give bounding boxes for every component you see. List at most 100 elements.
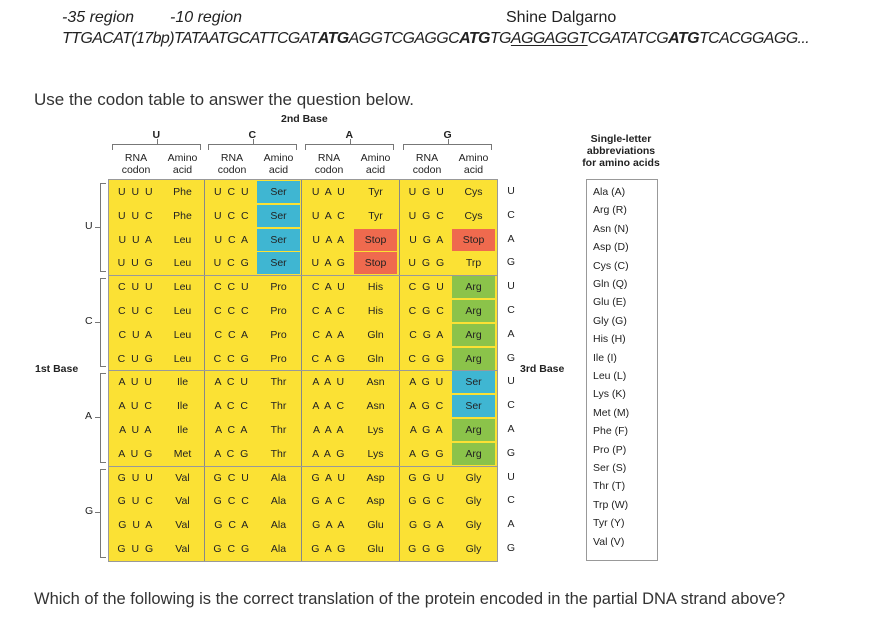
codon-cca: C C A — [214, 328, 250, 341]
codon-aua: A U A — [119, 424, 153, 436]
start-codon-atg: ATG — [317, 30, 349, 47]
bracket-tick — [156, 139, 158, 144]
second-base-g: G — [443, 129, 452, 141]
amino-acid-leu: Leu — [173, 328, 192, 341]
abbreviation-item: Trp (W) — [593, 498, 629, 511]
codon-aaa: A A A — [312, 424, 346, 436]
header-word: RNA — [124, 152, 148, 164]
codon-aag: A A G — [312, 447, 346, 460]
header-word: acid — [172, 164, 193, 176]
header-word: RNA — [415, 152, 439, 164]
abbreviation-item: Cys (C) — [593, 259, 629, 272]
third-base-a: A — [507, 327, 515, 340]
amino-acid-leu: Leu — [173, 305, 192, 317]
codon-uuu: U U U — [117, 186, 155, 198]
abbreviation-item: Tyr (Y) — [593, 517, 625, 530]
amino-acid-ile: Ile — [176, 400, 189, 413]
amino-acid-pro: Pro — [270, 305, 287, 317]
codon-gac: G A C — [311, 495, 347, 508]
header-word: codon — [314, 164, 344, 176]
codon-cgg: C G G — [408, 352, 446, 365]
first-base-u: U — [85, 219, 93, 232]
sequence-segment: CGATATCG — [587, 30, 669, 47]
header-word: RNA — [220, 152, 244, 164]
codon-uac: U A C — [311, 209, 347, 222]
amino-acid-leu: Leu — [173, 257, 192, 270]
codon-cac: C A C — [311, 305, 347, 317]
second-base-title: 2nd Base — [281, 113, 328, 125]
amino-acid-gly: Gly — [465, 471, 482, 484]
second-base-bracket — [112, 144, 201, 150]
codon-cag: C A G — [311, 352, 347, 365]
codon-ugg: U G G — [408, 257, 446, 270]
amino-acid-leu: Leu — [173, 233, 192, 246]
header-word: RNA — [317, 152, 341, 164]
abbreviation-item: His (H) — [593, 333, 626, 346]
codon-ucu: U C U — [213, 186, 251, 198]
codon-ggc: G G C — [408, 495, 446, 508]
amino-acid-tyr: Tyr — [368, 186, 383, 198]
abbreviation-item: Gln (Q) — [593, 278, 628, 290]
codon-uua: U U A — [118, 233, 154, 246]
codon-gcu: G C U — [213, 471, 251, 484]
codon-ccu: C C U — [213, 281, 251, 294]
codon-gga: G G A — [408, 519, 446, 532]
codon-cga: C G A — [409, 328, 445, 341]
amino-acid-leu: Leu — [173, 352, 192, 365]
codon-acg: A C G — [214, 447, 250, 460]
amino-acid-pro: Pro — [270, 352, 287, 365]
amino-acid-tyr: Tyr — [368, 209, 383, 222]
third-base-title: 3rd Base — [520, 363, 565, 375]
header-word: acid — [365, 164, 386, 176]
codon-ggg: G G G — [408, 543, 446, 555]
codon-cgc: C G C — [408, 305, 446, 317]
amino-acid-pro: Pro — [270, 281, 287, 294]
amino-acid-ser: Ser — [257, 228, 300, 251]
amino-acid-header: Amino acid — [353, 152, 398, 176]
first-base-title: 1st Base — [35, 363, 79, 375]
amino-acid-gln: Gln — [367, 328, 384, 341]
codon-ugu: U G U — [408, 186, 446, 198]
codon-uug: U U G — [117, 257, 155, 270]
second-base-bracket — [208, 144, 297, 150]
amino-acid-arg: Arg — [452, 323, 495, 346]
codon-gag: G A G — [311, 543, 347, 555]
amino-acid-val: Val — [175, 495, 190, 508]
amino-acid-asn: Asn — [366, 376, 385, 389]
group-divider — [109, 370, 497, 372]
third-base-u: U — [507, 375, 515, 388]
codon-auc: A U C — [118, 400, 154, 413]
codon-gcc: G C C — [213, 495, 251, 508]
abbr-title-line: Single-letter — [590, 133, 652, 145]
codon-uag: U A G — [311, 257, 347, 270]
first-base-bracket — [100, 278, 106, 368]
codon-aac: A A C — [312, 400, 346, 413]
first-base-a: A — [85, 410, 93, 422]
second-base-bracket — [305, 144, 394, 150]
amino-acid-ala: Ala — [270, 495, 287, 508]
rna-codon-header: RNA codon — [206, 152, 258, 176]
shine-dalgarno-sequence: AGGAGGT — [510, 30, 588, 47]
dna-sequence: TTGACAT(17bp)TATAATGCATTCGATATGAGGTCGAGG… — [62, 30, 810, 48]
second-base-u: U — [152, 129, 161, 141]
amino-acid-phe: Phe — [173, 186, 192, 198]
amino-acid-leu: Leu — [173, 281, 192, 294]
bracket-tick — [95, 321, 100, 323]
amino-acid-stop: Stop — [354, 252, 397, 275]
amino-acid-stop: Stop — [354, 228, 397, 251]
codon-cug: C U G — [117, 352, 155, 365]
codon-agu: A G U — [409, 376, 445, 389]
amino-acid-val: Val — [175, 519, 190, 532]
codon-cua: C U A — [118, 328, 154, 341]
third-base-g: G — [506, 256, 516, 269]
codon-ucc: U C C — [213, 209, 251, 222]
start-codon-atg: ATG — [459, 30, 490, 47]
amino-acid-pro: Pro — [270, 328, 287, 341]
third-base-c: C — [507, 208, 515, 221]
sequence-segment: TTGACAT(17bp)TATAATGCATTCGAT — [62, 30, 318, 47]
header-word: codon — [412, 164, 442, 176]
amino-acid-ala: Ala — [270, 471, 287, 484]
codon-auu: A U U — [118, 376, 154, 389]
first-base-bracket — [100, 373, 106, 463]
first-base-bracket — [100, 183, 106, 273]
